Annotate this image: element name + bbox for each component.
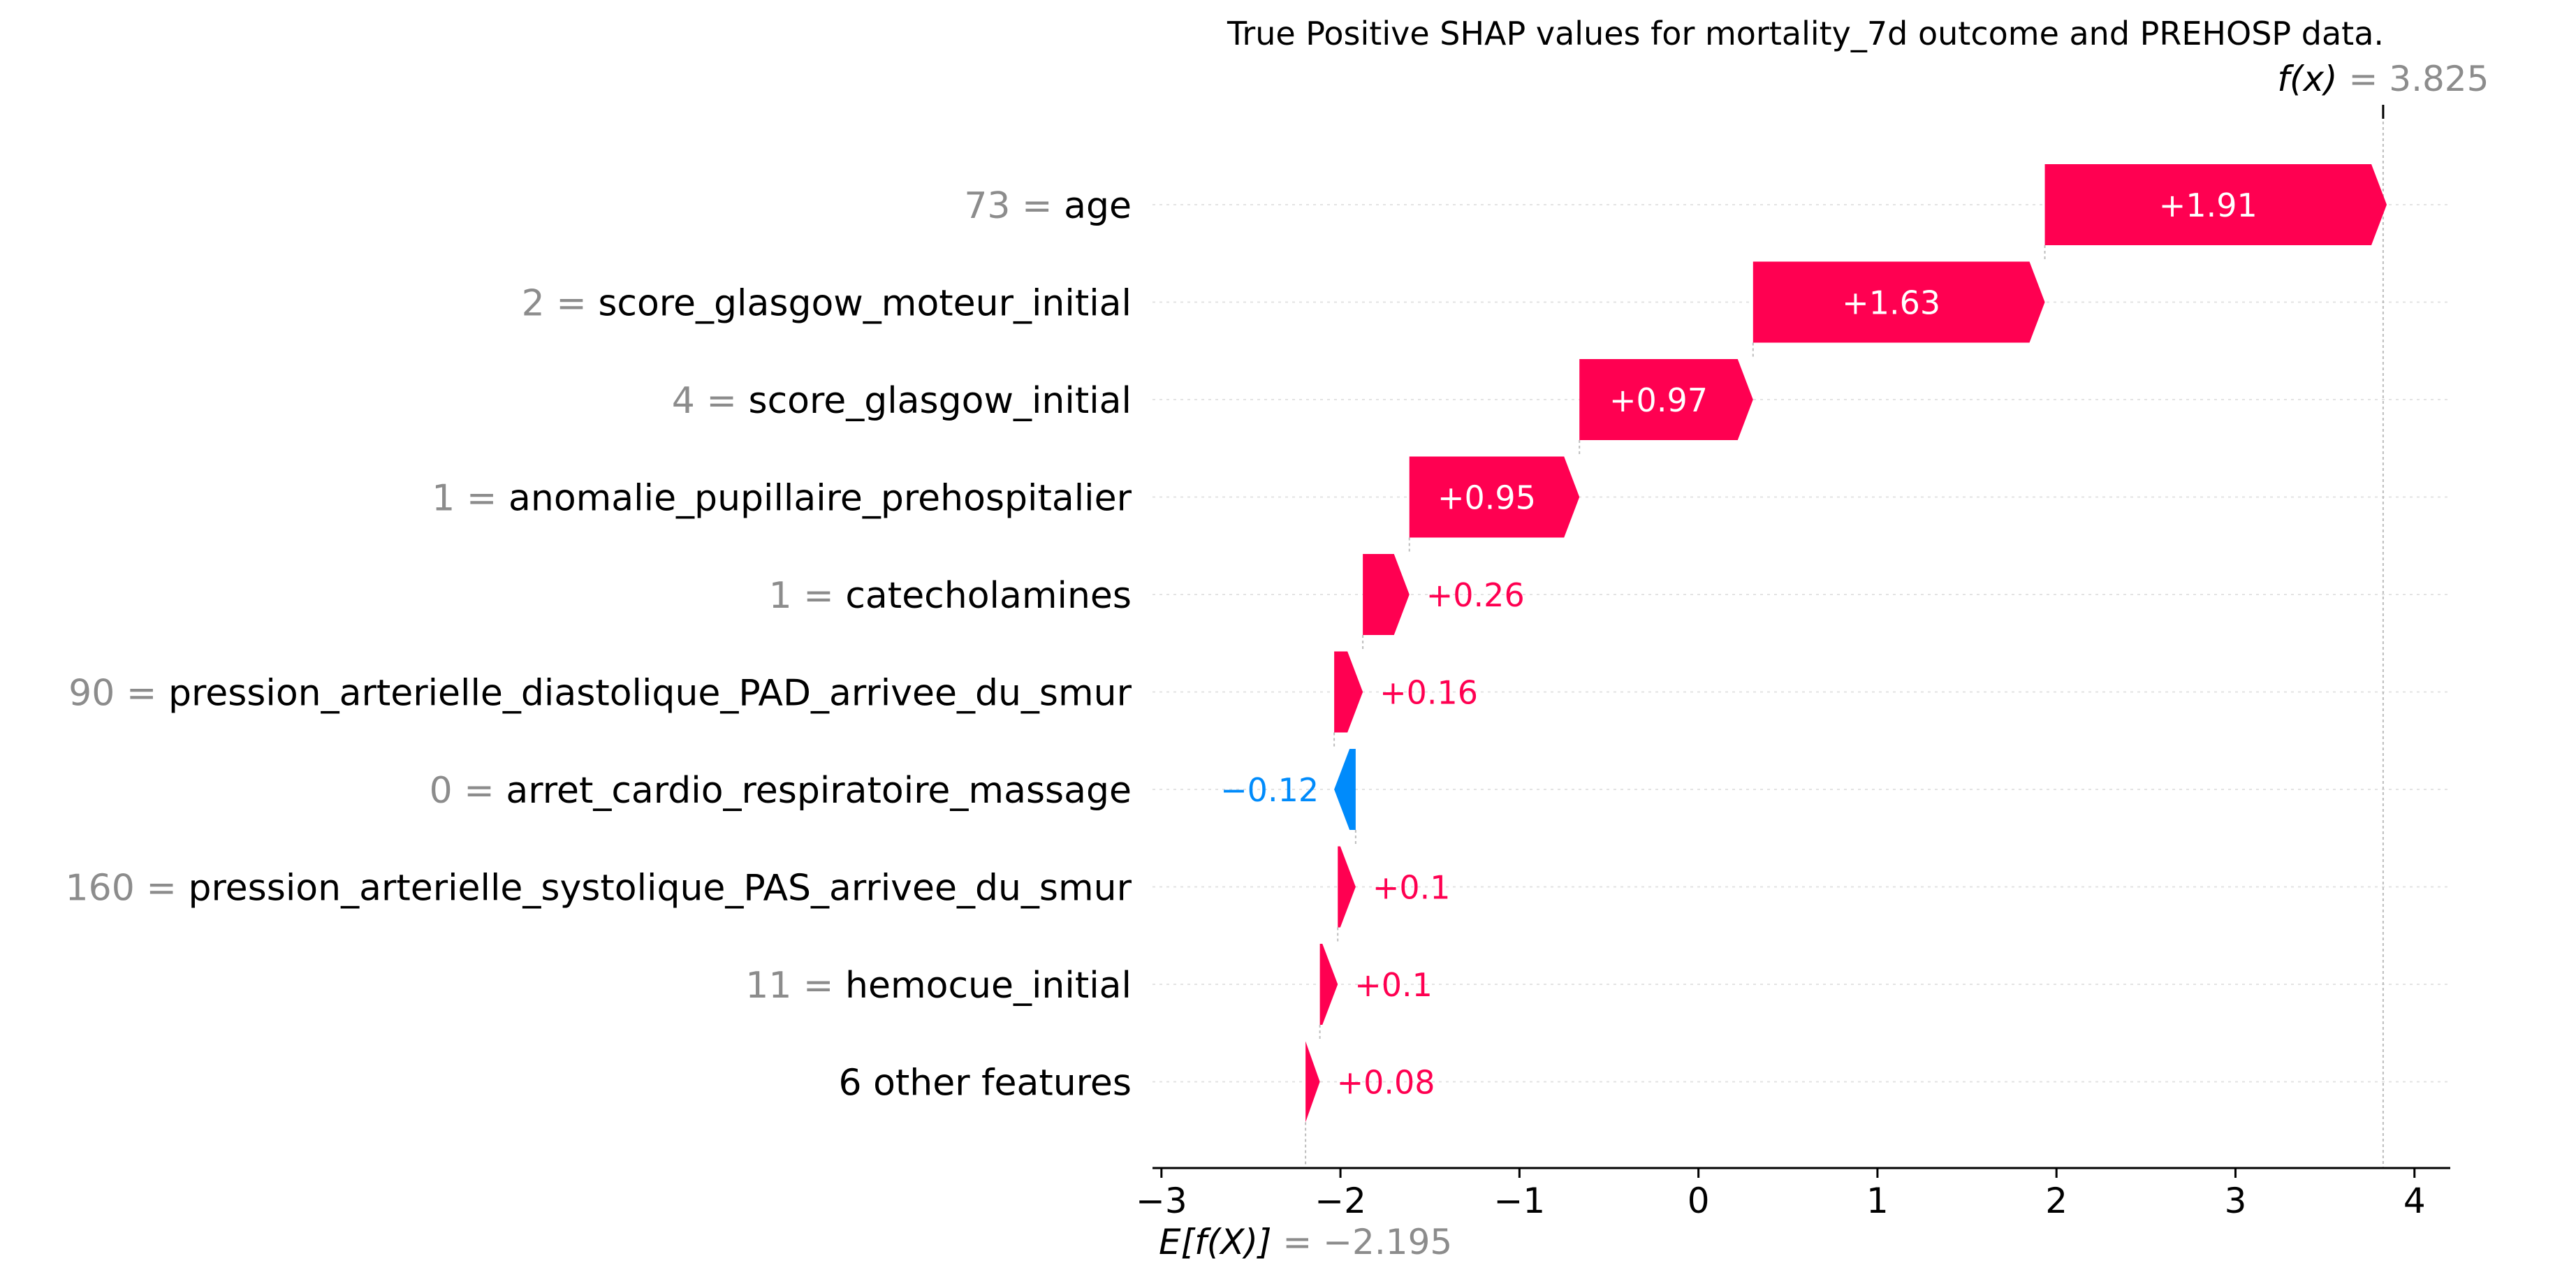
x-tick-label: −1 bbox=[1494, 1181, 1546, 1221]
shap-value-label: +0.26 bbox=[1426, 576, 1525, 614]
feature-value: 90 = bbox=[68, 673, 168, 715]
feature-value: 160 = bbox=[66, 868, 189, 910]
feature-value: 73 = bbox=[964, 185, 1064, 227]
feature-name: hemocue_initial bbox=[845, 965, 1132, 1007]
x-tick-label: 3 bbox=[2225, 1181, 2247, 1221]
feature-labels: 73 = age 2 = score_glasgow_moteur_initial… bbox=[66, 185, 1132, 1104]
output-value-label: f(x) bbox=[2277, 59, 2348, 99]
feature-name: anomalie_pupillaire_prehospitalier bbox=[508, 478, 1132, 520]
feature-label: 0 = arret_cardio_respiratoire_massage bbox=[430, 770, 1132, 812]
x-tick-label: −3 bbox=[1136, 1181, 1187, 1221]
shap-value-label: −0.12 bbox=[1220, 771, 1319, 809]
feature-name: arret_cardio_respiratoire_massage bbox=[506, 770, 1132, 812]
x-tick-label: 4 bbox=[2403, 1181, 2426, 1221]
x-axis: −3 −2 −1 0 1 2 3 4 E[f(X)] = −2.195 f(x) = 3.825 bbox=[1136, 59, 2489, 1262]
feature-label: 1 = anomalie_pupillaire_prehospitalier bbox=[432, 478, 1132, 520]
feature-value: 11 = bbox=[745, 965, 845, 1007]
feature-name: score_glasgow_initial bbox=[749, 380, 1132, 422]
x-tick-label: 2 bbox=[2045, 1181, 2068, 1221]
base-value-label: E[f(X)] bbox=[1159, 1222, 1282, 1262]
shap-value-label: +0.16 bbox=[1380, 674, 1478, 712]
x-tick-label: 0 bbox=[1688, 1181, 1710, 1221]
shap-bar-positive bbox=[1409, 456, 1580, 538]
feature-name: 6 other features bbox=[838, 1063, 1132, 1104]
feature-label: 11 = hemocue_initial bbox=[745, 965, 1132, 1007]
feature-value: 1 = bbox=[769, 575, 846, 617]
shap-value-label: +1.63 bbox=[1842, 284, 1940, 322]
feature-name: catecholamines bbox=[845, 575, 1132, 617]
feature-value: 0 = bbox=[430, 770, 506, 812]
shap-bar-positive bbox=[1338, 846, 1356, 928]
feature-label: 6 other features bbox=[838, 1063, 1132, 1104]
shap-bar-positive bbox=[1752, 261, 2045, 343]
shap-bar-negative bbox=[1334, 749, 1356, 830]
x-tick-label: 1 bbox=[1866, 1181, 1889, 1221]
bars: +1.91 +1.63 +0.97 +0.95 +0.26 +0.16 −0.12 +0.1 +… bbox=[1220, 164, 2387, 1123]
feature-name: pression_arterielle_systolique_PAS_arriv… bbox=[188, 868, 1132, 910]
shap-bar-positive bbox=[1305, 1041, 1320, 1123]
shap-value-label: +0.1 bbox=[1354, 966, 1433, 1004]
feature-label: 4 = score_glasgow_initial bbox=[672, 380, 1132, 422]
base-value-number: = −2.195 bbox=[1282, 1222, 1452, 1262]
feature-name: age bbox=[1064, 185, 1132, 227]
feature-label: 90 = pression_arterielle_diastolique_PAD… bbox=[68, 673, 1132, 715]
chart-title: True Positive SHAP values for mortality_… bbox=[1227, 15, 2384, 52]
feature-value: 2 = bbox=[522, 283, 599, 325]
feature-label: 160 = pression_arterielle_systolique_PAS… bbox=[66, 868, 1132, 910]
feature-value: 1 = bbox=[432, 478, 508, 520]
x-tick-label: −2 bbox=[1315, 1181, 1366, 1221]
feature-label: 2 = score_glasgow_moteur_initial bbox=[522, 283, 1132, 325]
shap-value-label: +1.91 bbox=[2159, 187, 2257, 224]
shap-bar-positive bbox=[1579, 359, 1753, 440]
shap-value-label: +0.97 bbox=[1609, 381, 1708, 419]
shap-bar-positive bbox=[1334, 651, 1363, 733]
connector-lines bbox=[1305, 105, 2385, 1168]
shap-bar-positive bbox=[1319, 944, 1338, 1025]
feature-value: 4 = bbox=[672, 380, 749, 422]
base-value-annotation: E[f(X)] = −2.195 bbox=[1159, 1222, 1452, 1262]
output-value-annotation: f(x) = 3.825 bbox=[2277, 59, 2489, 99]
output-value-number: = 3.825 bbox=[2348, 59, 2489, 99]
feature-label: 1 = catecholamines bbox=[769, 575, 1132, 617]
shap-value-label: +0.95 bbox=[1437, 479, 1536, 517]
feature-name: score_glasgow_moteur_initial bbox=[598, 283, 1132, 325]
feature-name: pression_arterielle_diastolique_PAD_arri… bbox=[168, 673, 1132, 715]
shap-bar-positive bbox=[1363, 554, 1410, 635]
shap-value-label: +0.1 bbox=[1373, 869, 1451, 907]
shap-bar-positive bbox=[2044, 164, 2387, 245]
feature-label: 73 = age bbox=[964, 185, 1132, 227]
shap-value-label: +0.08 bbox=[1337, 1064, 1435, 1102]
